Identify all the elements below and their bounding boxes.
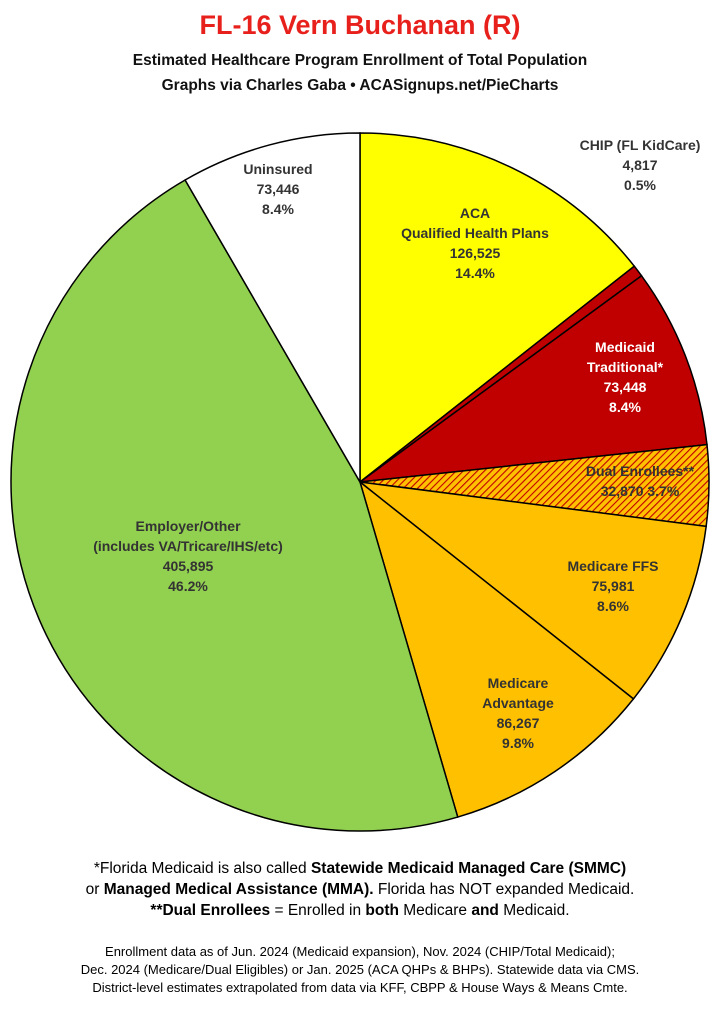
footnote-medicaid-names: *Florida Medicaid is also called Statewi… [93, 860, 627, 877]
source-footer: Enrollment data as of Jun. 2024 (Medicai… [0, 943, 720, 997]
slice-label: Medicare FFS 75,981 8.6% [567, 558, 658, 614]
footnote-dual-enrollees: **Dual Enrollees = Enrolled in both Medi… [150, 902, 570, 919]
footnote-medicaid-expansion: or Managed Medical Assistance (MMA). Flo… [85, 881, 635, 898]
source-line: Dec. 2024 (Medicare/Dual Eligibles) or J… [80, 962, 640, 977]
pie-slice-medicare-advantage [358, 479, 635, 818]
pie-slice-medicare-ffs [357, 480, 708, 700]
pie-slice-aca-qualified-health-plans [359, 132, 636, 484]
pie-slice-employer-other-includes-va-tricare-ihs-etc [10, 178, 459, 832]
source-line: District-level estimates extrapolated fr… [92, 980, 628, 995]
footnotes: *Florida Medicaid is also called Statewi… [0, 858, 720, 921]
pie-slice-uninsured [184, 132, 361, 485]
slice-label: Medicare Advantage 86,267 9.8% [482, 675, 554, 751]
slice-label: Dual Enrollees** 32,870 3.7% [586, 463, 695, 499]
slice-label: Employer/Other (includes VA/Tricare/IHS/e… [93, 518, 283, 594]
slice-label: CHIP (FL KidCare) 4,817 0.5% [580, 137, 701, 193]
chart-subtitle: Estimated Healthcare Program Enrollment … [132, 52, 588, 69]
source-line: Enrollment data as of Jun. 2024 (Medicai… [105, 944, 615, 959]
slice-label: Uninsured 73,446 8.4% [243, 161, 312, 217]
chart-credit: Graphs via Charles Gaba • ACASignups.net… [161, 77, 559, 94]
slice-label: ACA Qualified Health Plans 126,525 14.4% [401, 205, 549, 281]
chart-title: FL-16 Vern Buchanan (R) [199, 10, 521, 40]
slice-label: Medicaid Traditional* 73,448 8.4% [587, 339, 664, 415]
pie-slice-medicaid-traditional [357, 274, 708, 484]
